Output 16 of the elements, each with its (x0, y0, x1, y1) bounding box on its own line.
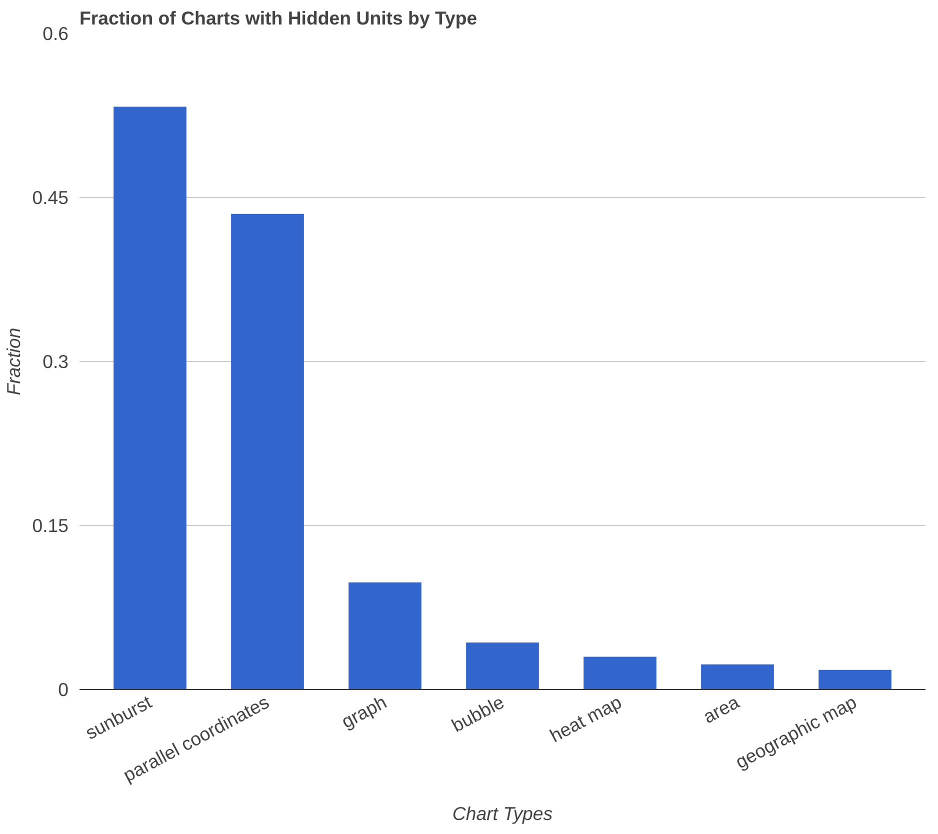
bar (584, 656, 656, 690)
y-tick-label: 0.6 (42, 23, 69, 44)
bar (348, 582, 422, 690)
x-tick-label: heat map (546, 691, 625, 746)
bar (701, 664, 774, 690)
bar (231, 214, 304, 690)
y-tick-label: 0 (58, 679, 69, 700)
y-axis-title: Fraction (3, 328, 24, 396)
y-tick-label: 0.15 (32, 515, 68, 536)
bar (466, 642, 539, 690)
bar (818, 670, 892, 690)
bar (114, 106, 186, 690)
x-axis-title: Chart Types (452, 802, 553, 824)
y-tick-label: 0.45 (32, 187, 68, 208)
chart-title: Fraction of Charts with Hidden Units by Type (80, 8, 478, 28)
y-tick-label: 0.3 (42, 351, 69, 372)
